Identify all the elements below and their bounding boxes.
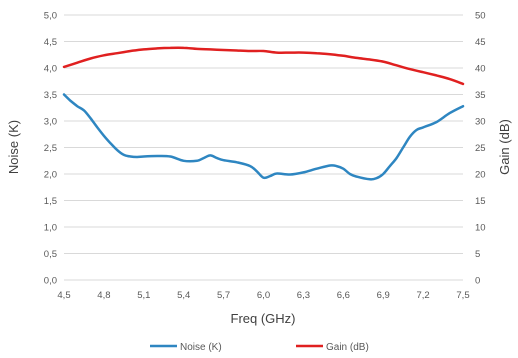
left-tick-label: 4,0 (44, 64, 57, 75)
x-tick-label: 6,0 (257, 290, 270, 301)
x-tick-label: 5,4 (177, 290, 190, 301)
left-tick-label: 3,0 (44, 117, 57, 128)
legend-label-gain: Gain (dB) (326, 342, 369, 353)
series-lines (62, 46, 465, 181)
gain-series-line (62, 46, 465, 86)
right-tick-label: 45 (475, 37, 486, 48)
legend-item-gain: Gain (dB) (296, 342, 369, 353)
x-tick-label: 7,2 (416, 290, 429, 301)
right-tick-label: 25 (475, 143, 486, 154)
right-tick-label: 20 (475, 170, 486, 181)
left-tick-label: 2,0 (44, 170, 57, 181)
left-axis-ticks: 0,0 0,5 1,0 1,5 2,0 2,5 3,0 3,5 4,0 4,5 5,0 (44, 11, 57, 287)
right-tick-label: 5 (475, 249, 480, 260)
x-tick-label: 5,1 (137, 290, 150, 301)
x-tick-label: 6,6 (337, 290, 350, 301)
left-tick-label: 0,0 (44, 276, 57, 287)
legend: Noise (K) Gain (dB) (150, 342, 369, 353)
right-tick-label: 30 (475, 117, 486, 128)
legend-label-noise: Noise (K) (180, 342, 222, 353)
right-tick-label: 40 (475, 64, 486, 75)
x-tick-label: 4,8 (97, 290, 110, 301)
x-tick-label: 6,9 (377, 290, 390, 301)
left-tick-label: 4,5 (44, 37, 57, 48)
gridlines (64, 14, 463, 281)
x-tick-label: 6,3 (297, 290, 310, 301)
x-axis-ticks: 4,5 4,8 5,1 5,4 5,7 6,0 6,3 6,6 6,9 7,2 7,5 (57, 290, 469, 301)
left-tick-label: 0,5 (44, 249, 57, 260)
right-tick-label: 50 (475, 11, 486, 22)
left-tick-label: 3,5 (44, 90, 57, 101)
left-axis-title: Noise (K) (6, 120, 21, 174)
left-tick-label: 5,0 (44, 11, 57, 22)
right-tick-label: 35 (475, 90, 486, 101)
left-tick-label: 1,0 (44, 223, 57, 234)
right-tick-label: 15 (475, 196, 486, 207)
left-tick-label: 1,5 (44, 196, 57, 207)
noise-series-line (62, 93, 465, 181)
right-axis-ticks: 0 5 10 15 20 25 30 35 40 45 50 (475, 11, 486, 287)
x-tick-label: 7,5 (456, 290, 469, 301)
right-tick-label: 10 (475, 223, 486, 234)
left-tick-label: 2,5 (44, 143, 57, 154)
right-axis-title: Gain (dB) (497, 119, 512, 175)
x-tick-label: 4,5 (57, 290, 70, 301)
x-axis-title: Freq (GHz) (231, 311, 296, 326)
legend-item-noise: Noise (K) (150, 342, 222, 353)
x-tick-label: 5,7 (217, 290, 230, 301)
right-tick-label: 0 (475, 276, 480, 287)
